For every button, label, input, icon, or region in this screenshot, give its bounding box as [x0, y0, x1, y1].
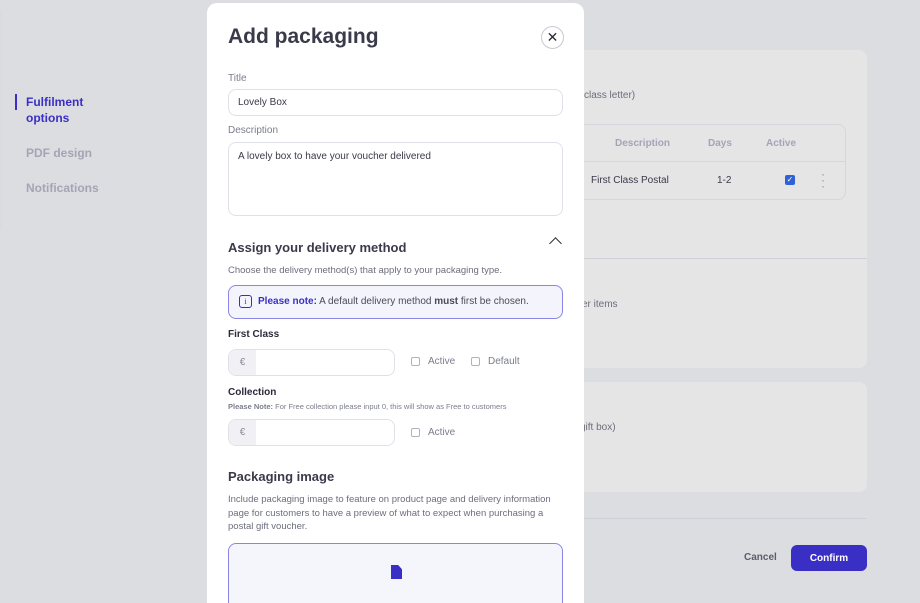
cancel-button[interactable]: Cancel: [744, 552, 777, 563]
active-indicator: [15, 94, 17, 110]
packaging-image-subtext: Include packaging image to feature on pr…: [228, 494, 551, 532]
file-icon: [391, 565, 402, 579]
first-class-price-input[interactable]: €: [228, 349, 395, 376]
packaging-card: [565, 382, 867, 492]
divider: [565, 518, 867, 519]
image-upload-dropzone[interactable]: [228, 543, 563, 603]
note-banner: i Please note: A default delivery method…: [228, 285, 563, 319]
row-divider: [565, 161, 845, 162]
description-label: Description: [228, 125, 279, 136]
default-label: Default: [488, 356, 520, 367]
active-label: Active: [428, 356, 456, 367]
sidebar-item-fulfilment-options[interactable]: Fulfilment options: [26, 95, 84, 125]
column-header: Days: [708, 138, 732, 149]
first-class-active-checkbox[interactable]: [411, 357, 420, 366]
description-textarea[interactable]: A lovely box to have your voucher delive…: [228, 142, 563, 216]
packaging-image-heading: Packaging image: [228, 469, 335, 484]
active-label: Active: [428, 427, 456, 438]
collection-price-input[interactable]: €: [228, 419, 395, 446]
note-text: A default delivery method: [316, 296, 435, 307]
modal-title: Add packaging: [228, 25, 379, 48]
title-label: Title: [228, 73, 247, 84]
info-icon: i: [239, 295, 252, 308]
close-icon[interactable]: ✕: [541, 26, 564, 49]
sidebar-item-notifications[interactable]: Notifications: [26, 181, 99, 195]
note-text: For Free collection please input 0, this…: [273, 402, 507, 411]
sidebar-panel: [0, 10, 2, 230]
cell-days: 1-2: [717, 175, 732, 186]
active-checkbox[interactable]: ✓: [785, 175, 795, 185]
collection-active-checkbox[interactable]: [411, 428, 420, 437]
note-prefix: Please Note:: [228, 402, 274, 411]
card-text: class letter): [584, 90, 636, 101]
note-text: first be chosen.: [458, 296, 529, 307]
column-header: Description: [615, 138, 671, 149]
note-prefix: Please note:: [258, 296, 317, 307]
sidebar: Fulfilment options PDF design Notificati…: [0, 0, 200, 595]
currency-prefix: €: [229, 350, 256, 375]
card-text: er items: [582, 299, 618, 310]
divider: [565, 258, 867, 259]
collection-label: Collection: [228, 387, 277, 398]
cell-description: First Class Postal: [591, 175, 669, 186]
delivery-heading: Assign your delivery method: [228, 240, 407, 255]
delivery-subtext: Choose the delivery method(s) that apply…: [228, 265, 503, 276]
sidebar-item-pdf-design[interactable]: PDF design: [26, 146, 93, 160]
column-header: Active: [766, 138, 797, 149]
delivery-table: Description Days Active First Class Post…: [565, 124, 846, 200]
card-text: gift box): [580, 422, 616, 433]
collection-note: Please Note: For Free collection please …: [228, 402, 506, 411]
add-packaging-modal: Add packaging ✕ Title Description A love…: [207, 3, 584, 603]
more-options-icon[interactable]: · · ·: [821, 167, 825, 193]
chevron-up-icon[interactable]: [549, 237, 562, 250]
delivery-card: [565, 50, 867, 368]
currency-prefix: €: [229, 420, 256, 445]
title-input[interactable]: [228, 89, 563, 116]
first-class-label: First Class: [228, 329, 280, 340]
note-bold: must: [434, 296, 459, 307]
description-value: A lovely box to have your voucher delive…: [238, 151, 431, 162]
confirm-button[interactable]: Confirm: [791, 545, 867, 571]
first-class-default-checkbox[interactable]: [471, 357, 480, 366]
